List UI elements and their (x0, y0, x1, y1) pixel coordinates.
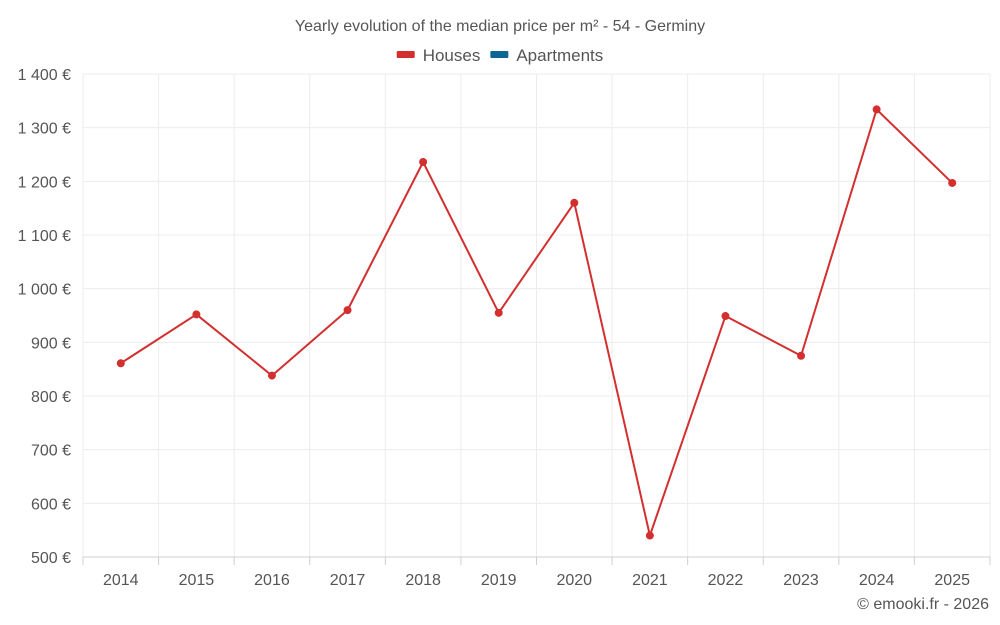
data-point[interactable] (721, 312, 730, 321)
x-tick-label: 2025 (934, 572, 970, 589)
data-point[interactable] (267, 371, 276, 380)
data-point[interactable] (419, 158, 428, 167)
data-point[interactable] (494, 308, 503, 317)
x-tick-label: 2020 (556, 572, 592, 589)
x-tick-label: 2017 (330, 572, 366, 589)
y-tick-label: 1 000 € (18, 282, 71, 299)
series-line-houses (120, 108, 953, 537)
x-tick-label: 2022 (708, 572, 744, 589)
x-tick-label: 2015 (179, 572, 215, 589)
credit-text: © emooki.fr - 2026 (857, 596, 989, 613)
y-tick-label: 600 € (31, 496, 71, 513)
data-point[interactable] (948, 178, 957, 187)
legend-swatch-apartments (490, 51, 509, 58)
legend: Houses Apartments (396, 46, 603, 65)
data-point[interactable] (797, 351, 806, 360)
legend-item-houses[interactable]: Houses (423, 46, 481, 65)
y-tick-label: 1 200 € (18, 174, 71, 191)
data-point[interactable] (192, 310, 201, 319)
plot-area (116, 105, 957, 540)
data-point[interactable] (343, 306, 352, 315)
chart-title: Yearly evolution of the median price per… (295, 18, 705, 35)
x-axis: 2014 2015 2016 2017 2018 2019 2020 2021 2022 2023… (103, 572, 970, 589)
x-tick-label: 2024 (859, 572, 895, 589)
data-point[interactable] (116, 359, 125, 368)
data-point[interactable] (645, 531, 654, 540)
y-tick-label: 1 100 € (18, 228, 71, 245)
grid (82, 73, 991, 565)
data-point[interactable] (872, 105, 881, 114)
y-tick-label: 500 € (31, 550, 71, 567)
y-tick-label: 900 € (31, 335, 71, 352)
y-tick-label: 1 400 € (18, 67, 71, 84)
legend-swatch-houses (396, 51, 415, 58)
x-tick-label: 2016 (254, 572, 290, 589)
x-tick-label: 2014 (103, 572, 139, 589)
y-tick-label: 700 € (31, 443, 71, 460)
y-axis: 500 € 600 € 700 € 800 € 900 € 1 000 € 1 100 € 1… (18, 67, 71, 567)
x-tick-label: 2019 (481, 572, 517, 589)
y-tick-label: 1 300 € (18, 121, 71, 138)
x-tick-label: 2023 (783, 572, 819, 589)
x-tick-label: 2021 (632, 572, 668, 589)
x-tick-label: 2018 (405, 572, 441, 589)
legend-item-apartments[interactable]: Apartments (516, 46, 603, 65)
y-tick-label: 800 € (31, 389, 71, 406)
data-point[interactable] (570, 198, 579, 207)
